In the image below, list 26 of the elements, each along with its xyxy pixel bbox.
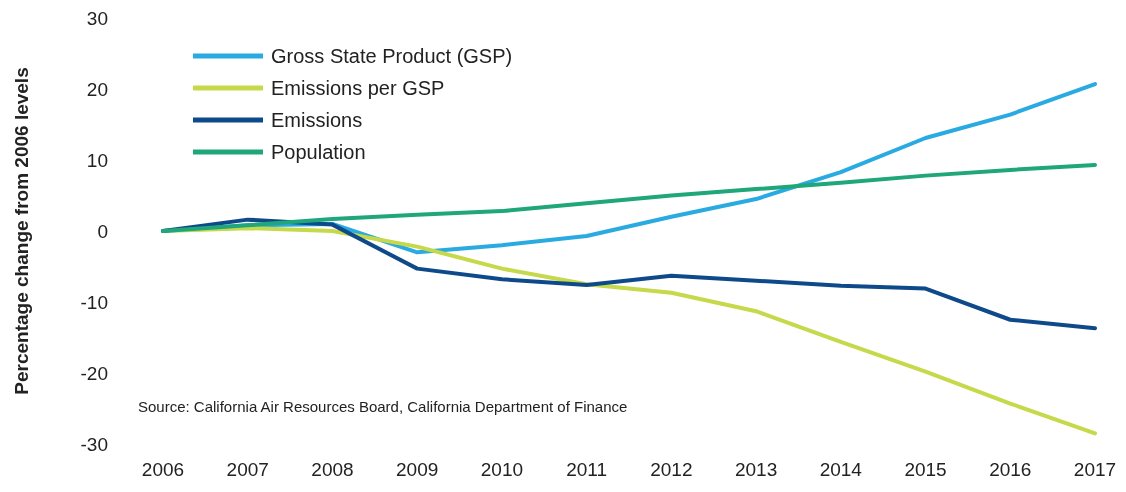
x-tick-label: 2011 xyxy=(566,459,608,480)
y-tick-label: 10 xyxy=(86,149,108,171)
y-tick-label: -20 xyxy=(80,362,108,384)
y-tick-label: -10 xyxy=(80,291,108,313)
x-tick-label: 2013 xyxy=(734,459,778,480)
x-tick-label: 2010 xyxy=(480,459,524,480)
y-axis-title: Percentage change from 2006 levels xyxy=(11,67,32,395)
legend-label: Emissions xyxy=(271,109,363,131)
x-tick-label: 2008 xyxy=(311,459,354,480)
y-tick-label: 20 xyxy=(86,78,108,100)
x-tick-label: 2007 xyxy=(226,459,269,480)
x-tick-label: 2015 xyxy=(904,459,947,480)
annotation: Source: California Air Resources Board, California Department of Finance xyxy=(138,398,628,416)
y-tick-label: 30 xyxy=(86,7,108,29)
legend-label: Population xyxy=(271,141,366,163)
y-tick-label: 0 xyxy=(97,220,108,242)
x-tick-label: 2009 xyxy=(396,459,439,480)
line-series xyxy=(161,162,1097,233)
legend-label: Emissions per GSP xyxy=(271,77,445,99)
x-tick-label: 2016 xyxy=(989,459,1032,480)
x-tick-label: 2006 xyxy=(141,459,185,480)
legend-label: Gross State Product (GSP) xyxy=(271,45,513,67)
y-tick-label: -30 xyxy=(80,433,108,455)
x-tick-label: 2017 xyxy=(1073,459,1117,480)
x-tick-label: 2014 xyxy=(819,459,863,480)
x-tick-label: 2012 xyxy=(650,459,693,480)
